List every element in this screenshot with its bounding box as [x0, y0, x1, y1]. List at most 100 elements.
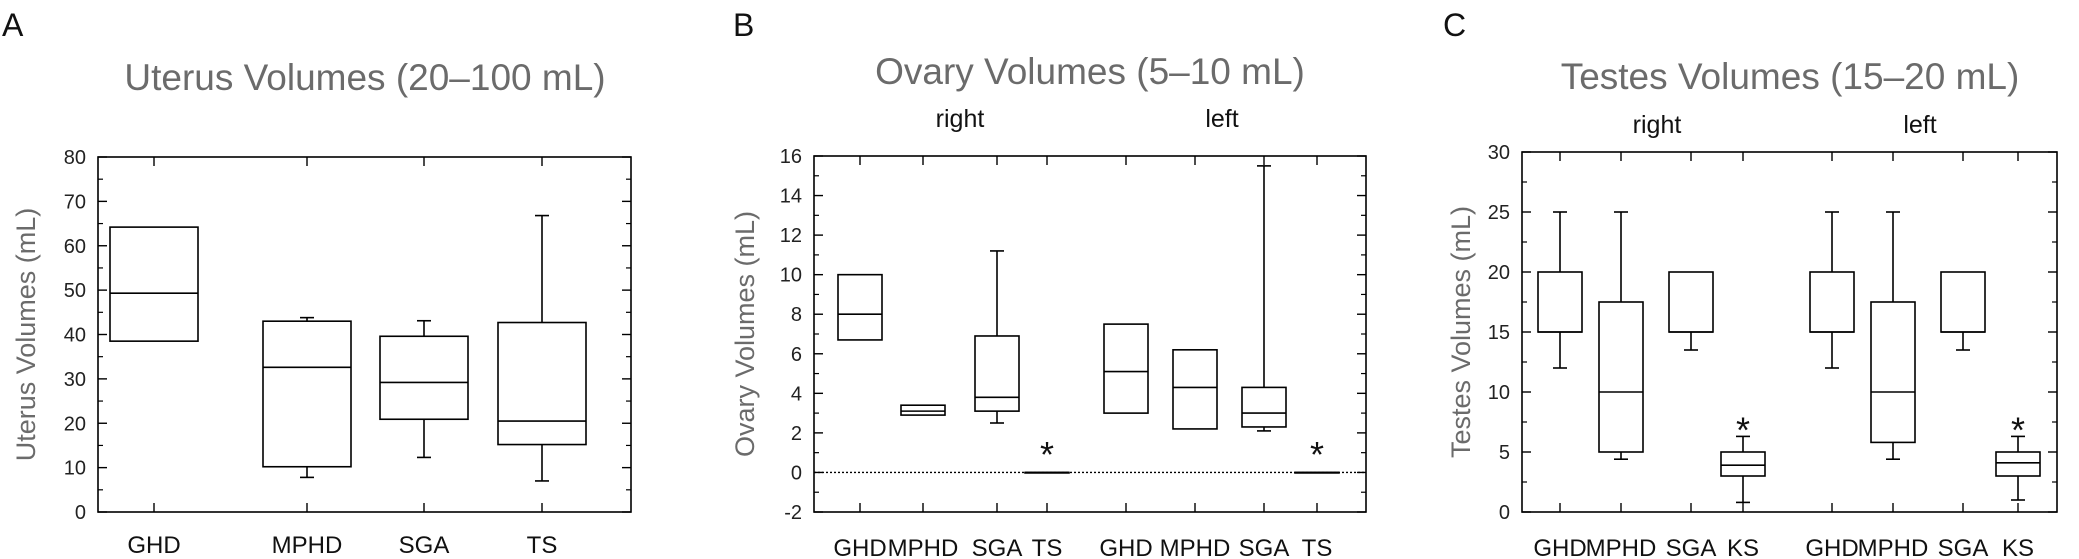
- category-label: GHD: [127, 532, 180, 559]
- iqr-box: [1870, 301, 1916, 444]
- box-left-mphd: [1172, 349, 1218, 430]
- y-axis-label: Testes Volumes (mL): [1446, 206, 1476, 458]
- box-right-mphd: [1598, 211, 1644, 461]
- box-ghd: [109, 226, 199, 342]
- iqr-box: [109, 226, 199, 342]
- y-axis-label: Ovary Volumes (mL): [730, 211, 760, 457]
- significance-star: *: [2011, 409, 2025, 450]
- iqr-box: [1103, 323, 1149, 414]
- iqr-box: [1241, 386, 1287, 428]
- y-tick-label: 60: [64, 236, 86, 258]
- box-right-ts: [1024, 471, 1070, 474]
- iqr-box: [1172, 349, 1218, 430]
- iqr-box: [837, 273, 883, 341]
- plot-frame: [813, 155, 1367, 513]
- box-right-mphd: [900, 404, 946, 416]
- chart-title: Ovary Volumes (5–10 mL): [875, 51, 1305, 92]
- iqr-box: [974, 335, 1020, 412]
- group-label-right: right: [1633, 111, 1682, 139]
- y-tick-label: 0: [75, 502, 86, 524]
- iqr-box: [497, 321, 587, 446]
- box-sga: [379, 319, 469, 459]
- y-tick-label: 10: [64, 458, 86, 480]
- significance-star: *: [1310, 434, 1324, 475]
- y-axis-label: Uterus Volumes (mL): [11, 208, 41, 462]
- y-tick-label: 30: [1488, 142, 1510, 164]
- y-tick-label: 15: [1488, 322, 1510, 344]
- iqr-box: [1537, 271, 1583, 333]
- y-tick-label: 16: [780, 146, 802, 168]
- box-right-ghd: [837, 273, 883, 341]
- panel-label-b: B: [733, 7, 754, 43]
- box-left-sga: [1241, 165, 1287, 432]
- chart-title: Testes Volumes (15–20 mL): [1561, 56, 2020, 97]
- category-label: GHD: [1805, 535, 1858, 559]
- y-tick-label: 20: [1488, 262, 1510, 284]
- y-tick-label: 4: [791, 383, 802, 405]
- y-tick-label: 8: [791, 304, 802, 326]
- category-label: MPHD: [888, 535, 959, 559]
- group-label-left: left: [1205, 105, 1238, 133]
- category-label: GHD: [1533, 535, 1586, 559]
- y-tick-label: 10: [780, 265, 802, 287]
- y-tick-label: 30: [64, 369, 86, 391]
- y-tick-label: 6: [791, 344, 802, 366]
- y-tick-label: 40: [64, 325, 86, 347]
- panel-label-a: A: [2, 7, 24, 43]
- box-left-ghd: [1809, 211, 1855, 369]
- category-label: TS: [527, 532, 558, 559]
- box-left-mphd: [1870, 211, 1916, 461]
- y-tick-label: 20: [64, 413, 86, 435]
- y-tick-label: 14: [780, 186, 802, 208]
- category-label: SGA: [399, 532, 450, 559]
- y-tick-label: 80: [64, 147, 86, 169]
- iqr-box: [262, 320, 352, 468]
- box-left-ks: [1995, 435, 2041, 501]
- iqr-box: [1995, 451, 2041, 477]
- y-tick-label: 0: [791, 462, 802, 484]
- iqr-box: [1720, 451, 1766, 477]
- category-label: KS: [1727, 535, 1759, 559]
- iqr-box: [1668, 271, 1714, 333]
- box-left-ts: [1294, 471, 1340, 474]
- y-tick-label: 0: [1499, 502, 1510, 524]
- iqr-box: [379, 335, 469, 421]
- y-tick-label: -2: [784, 502, 802, 524]
- y-tick-label: 70: [64, 191, 86, 213]
- y-tick-label: 2: [791, 423, 802, 445]
- y-tick-label: 25: [1488, 202, 1510, 224]
- iqr-box: [1598, 301, 1644, 453]
- category-label: SGA: [972, 535, 1023, 559]
- box-right-sga: [1668, 271, 1714, 351]
- y-tick-label: 10: [1488, 382, 1510, 404]
- panel-uterus: Uterus Volumes (20–100 mL) Uterus Volumes…: [11, 57, 632, 559]
- category-label: MPHD: [1160, 535, 1231, 559]
- iqr-box: [1809, 271, 1855, 333]
- iqr-box: [1940, 271, 1986, 333]
- panel-label-c: C: [1443, 7, 1466, 43]
- category-label: GHD: [833, 535, 886, 559]
- panel-ovary: Ovary Volumes (5–10 mL) Ovary Volumes (mL…: [730, 51, 1367, 559]
- y-tick-label: 12: [780, 225, 802, 247]
- category-label: GHD: [1099, 535, 1152, 559]
- category-label: MPHD: [1586, 535, 1657, 559]
- category-label: SGA: [1239, 535, 1290, 559]
- category-label: MPHD: [1858, 535, 1929, 559]
- y-tick-label: 5: [1499, 442, 1510, 464]
- category-label: KS: [2002, 535, 2034, 559]
- category-label: TS: [1032, 535, 1063, 559]
- chart-title: Uterus Volumes (20–100 mL): [124, 57, 605, 98]
- box-left-ghd: [1103, 323, 1149, 414]
- category-label: TS: [1302, 535, 1333, 559]
- box-right-ks: [1720, 435, 1766, 504]
- box-right-ghd: [1537, 211, 1583, 369]
- category-label: SGA: [1666, 535, 1717, 559]
- significance-star: *: [1736, 409, 1750, 450]
- box-mphd: [262, 316, 352, 479]
- group-label-left: left: [1903, 111, 1936, 139]
- box-ts: [497, 214, 587, 482]
- y-tick-label: 50: [64, 280, 86, 302]
- category-label: SGA: [1938, 535, 1989, 559]
- significance-star: *: [1040, 434, 1054, 475]
